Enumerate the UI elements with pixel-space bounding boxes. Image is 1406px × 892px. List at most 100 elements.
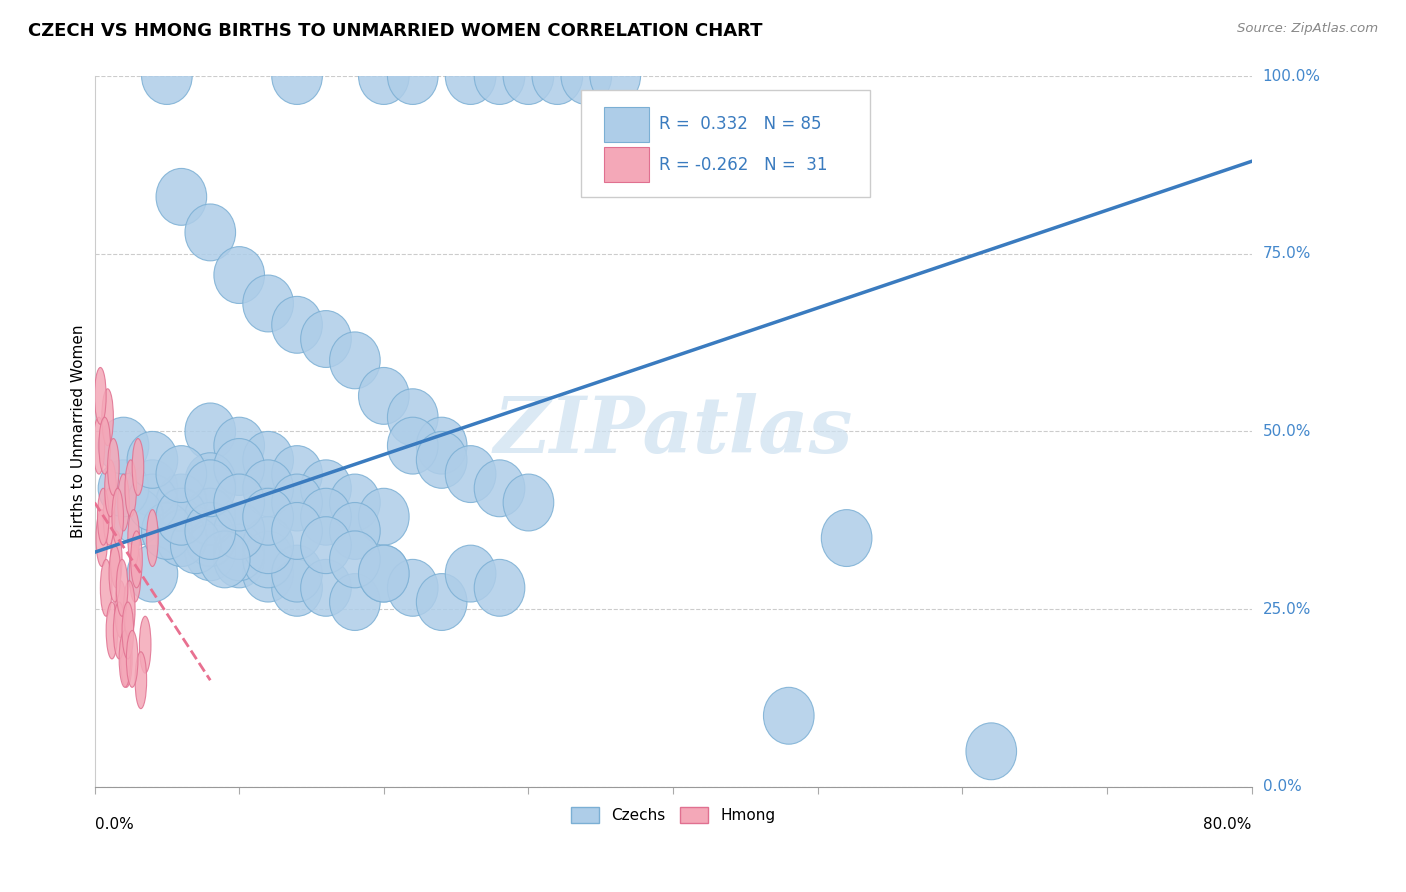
Ellipse shape — [329, 332, 380, 389]
Ellipse shape — [214, 439, 264, 495]
Ellipse shape — [127, 432, 177, 488]
Legend: Czechs, Hmong: Czechs, Hmong — [565, 801, 782, 829]
Ellipse shape — [186, 403, 236, 460]
Ellipse shape — [416, 432, 467, 488]
Ellipse shape — [243, 275, 294, 332]
Ellipse shape — [121, 631, 132, 688]
Ellipse shape — [156, 488, 207, 545]
FancyBboxPatch shape — [581, 90, 870, 197]
Ellipse shape — [105, 602, 118, 659]
Ellipse shape — [200, 531, 250, 588]
Ellipse shape — [531, 47, 582, 104]
Ellipse shape — [131, 531, 142, 588]
Ellipse shape — [446, 545, 496, 602]
Ellipse shape — [301, 310, 352, 368]
Ellipse shape — [186, 204, 236, 260]
Ellipse shape — [156, 509, 207, 566]
Ellipse shape — [503, 474, 554, 531]
Ellipse shape — [329, 502, 380, 559]
Ellipse shape — [359, 368, 409, 425]
Ellipse shape — [186, 453, 236, 509]
Ellipse shape — [98, 460, 149, 516]
Ellipse shape — [763, 688, 814, 744]
Ellipse shape — [117, 559, 128, 616]
Ellipse shape — [329, 474, 380, 531]
Ellipse shape — [132, 439, 143, 495]
Ellipse shape — [156, 509, 207, 566]
Ellipse shape — [128, 509, 139, 566]
Ellipse shape — [97, 488, 110, 545]
Text: R = -0.262   N =  31: R = -0.262 N = 31 — [659, 156, 828, 174]
Ellipse shape — [821, 509, 872, 566]
Ellipse shape — [94, 368, 105, 425]
Text: 75.0%: 75.0% — [1263, 246, 1310, 261]
Ellipse shape — [96, 509, 108, 566]
Ellipse shape — [101, 389, 114, 446]
Text: CZECH VS HMONG BIRTHS TO UNMARRIED WOMEN CORRELATION CHART: CZECH VS HMONG BIRTHS TO UNMARRIED WOMEN… — [28, 22, 762, 40]
Text: ZIPatlas: ZIPatlas — [494, 393, 853, 470]
Ellipse shape — [359, 545, 409, 602]
Ellipse shape — [93, 417, 104, 474]
Ellipse shape — [416, 574, 467, 631]
Ellipse shape — [110, 545, 121, 602]
Ellipse shape — [127, 460, 177, 516]
Ellipse shape — [186, 524, 236, 581]
Ellipse shape — [243, 516, 294, 574]
Ellipse shape — [214, 524, 264, 581]
Ellipse shape — [474, 460, 524, 516]
Ellipse shape — [146, 509, 159, 566]
Ellipse shape — [214, 531, 264, 588]
Ellipse shape — [120, 631, 131, 688]
Ellipse shape — [271, 47, 322, 104]
Ellipse shape — [186, 509, 236, 566]
Ellipse shape — [243, 488, 294, 545]
Ellipse shape — [98, 417, 149, 474]
Text: 50.0%: 50.0% — [1263, 424, 1310, 439]
Ellipse shape — [142, 502, 193, 559]
Text: 0.0%: 0.0% — [1263, 780, 1302, 795]
Ellipse shape — [301, 559, 352, 616]
Ellipse shape — [142, 47, 193, 104]
Ellipse shape — [329, 531, 380, 588]
Ellipse shape — [966, 723, 1017, 780]
Ellipse shape — [561, 47, 612, 104]
Ellipse shape — [124, 581, 135, 638]
Text: Source: ZipAtlas.com: Source: ZipAtlas.com — [1237, 22, 1378, 36]
Ellipse shape — [186, 488, 236, 545]
Ellipse shape — [243, 545, 294, 602]
Ellipse shape — [271, 502, 322, 559]
Ellipse shape — [111, 531, 122, 588]
Text: 25.0%: 25.0% — [1263, 601, 1310, 616]
Y-axis label: Births to Unmarried Women: Births to Unmarried Women — [72, 325, 86, 538]
Ellipse shape — [301, 516, 352, 574]
Ellipse shape — [474, 47, 524, 104]
Text: 0.0%: 0.0% — [94, 817, 134, 832]
Ellipse shape — [156, 488, 207, 545]
Ellipse shape — [474, 559, 524, 616]
Ellipse shape — [591, 47, 641, 104]
Ellipse shape — [112, 488, 163, 545]
Ellipse shape — [122, 602, 134, 659]
Ellipse shape — [127, 474, 177, 531]
Ellipse shape — [156, 474, 207, 531]
Ellipse shape — [108, 439, 120, 495]
Ellipse shape — [112, 488, 124, 545]
Ellipse shape — [186, 502, 236, 559]
Text: R =  0.332   N = 85: R = 0.332 N = 85 — [659, 115, 821, 134]
Ellipse shape — [271, 559, 322, 616]
Ellipse shape — [186, 460, 236, 516]
Ellipse shape — [329, 574, 380, 631]
Ellipse shape — [388, 389, 439, 446]
Ellipse shape — [446, 47, 496, 104]
Ellipse shape — [103, 488, 115, 545]
Ellipse shape — [104, 460, 117, 516]
Ellipse shape — [129, 545, 141, 602]
Ellipse shape — [301, 460, 352, 516]
Ellipse shape — [388, 417, 439, 474]
Ellipse shape — [301, 488, 352, 545]
Ellipse shape — [503, 47, 554, 104]
Ellipse shape — [359, 47, 409, 104]
Ellipse shape — [115, 581, 127, 638]
Ellipse shape — [214, 417, 264, 474]
Ellipse shape — [127, 545, 177, 602]
